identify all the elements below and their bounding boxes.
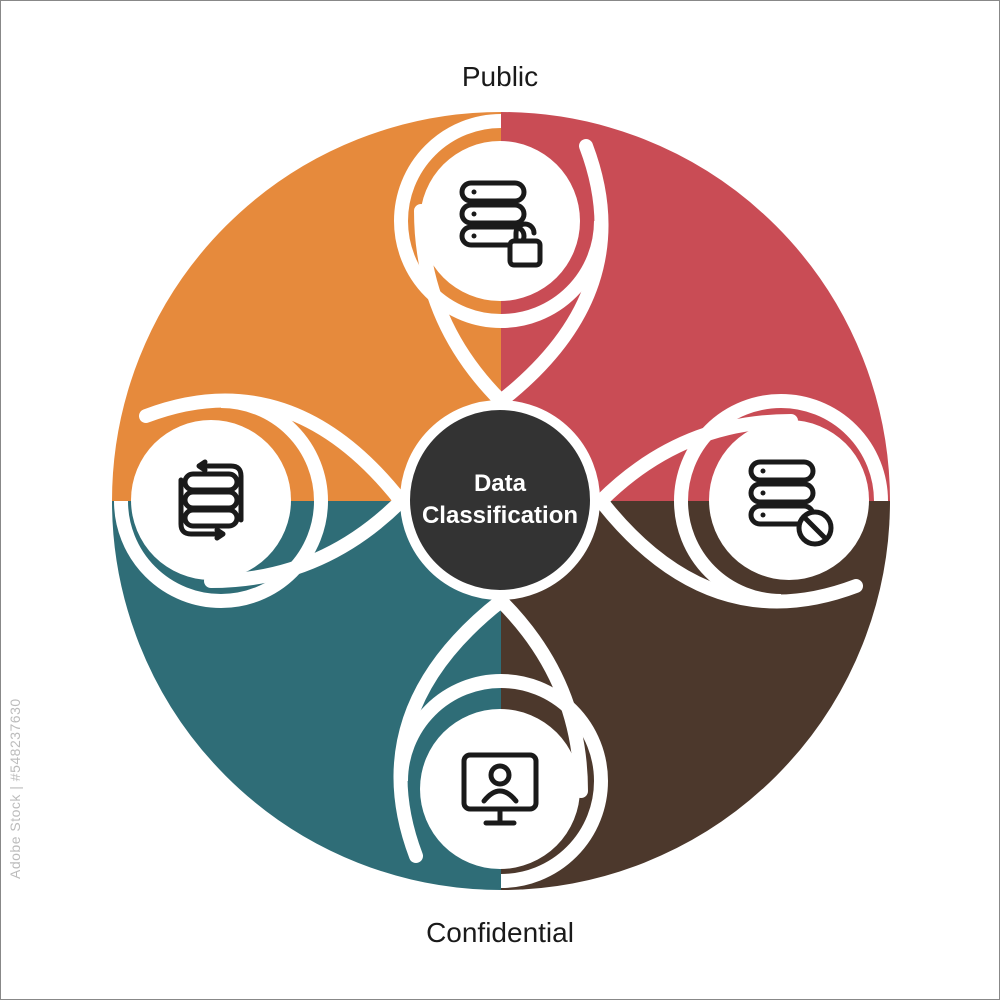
icon-badge-internal xyxy=(131,420,291,580)
monitor-person-icon xyxy=(450,739,550,839)
icon-badge-restricted xyxy=(709,420,869,580)
server-unlock-icon xyxy=(450,171,550,271)
server-sync-icon xyxy=(161,450,261,550)
center-title-line2: Classification xyxy=(422,502,578,529)
center-title-line1: Data xyxy=(474,470,526,497)
server-block-icon xyxy=(739,450,839,550)
icon-badge-confidential xyxy=(420,709,580,869)
icon-badge-public xyxy=(420,141,580,301)
infographic-canvas: Data Classification xyxy=(1,1,999,999)
center-hub: Data Classification xyxy=(400,400,600,600)
